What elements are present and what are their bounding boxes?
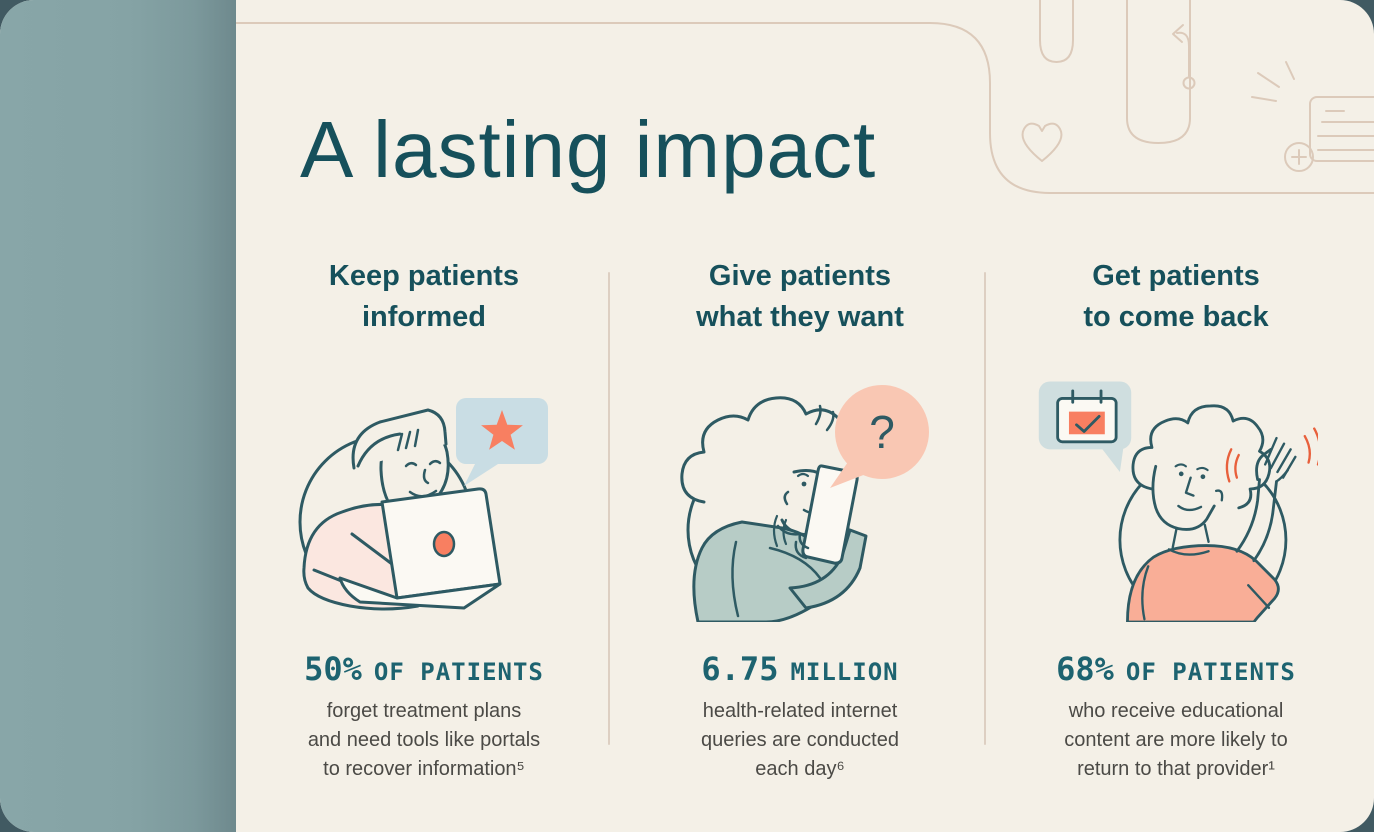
column-heading: Get patients to come back	[1083, 260, 1269, 333]
eyebrows	[1174, 463, 1209, 472]
stat-line: 6.75 MILLION	[701, 650, 898, 688]
sparkle-burst-icon	[1251, 61, 1295, 102]
stethoscope-chestpiece-icon	[1182, 76, 1196, 90]
arm	[788, 528, 868, 610]
arrow-up-icon	[1172, 24, 1190, 77]
eye	[801, 481, 807, 487]
stat-description: health-related internet queries are cond…	[701, 700, 899, 780]
hand	[794, 532, 810, 560]
plus-glyph	[1291, 149, 1307, 165]
collar	[1167, 548, 1210, 556]
stat-description: forget treatment plans and need tools li…	[307, 700, 541, 780]
laptop-logo-dot	[432, 530, 456, 558]
person-smiling-at-laptop-illustration	[298, 398, 548, 611]
stat-value: 68%	[1056, 650, 1114, 688]
person-searching-on-phone-illustration: ?	[680, 385, 929, 622]
column-divider	[984, 272, 986, 745]
page-title: A lasting impact	[300, 104, 877, 194]
nose	[422, 468, 430, 485]
neck	[1171, 523, 1210, 549]
checkmark-icon	[1074, 414, 1101, 433]
column-heading: Give patients what they want	[696, 260, 904, 333]
column-heading: Keep patients informed	[328, 260, 520, 333]
heart-icon	[1021, 122, 1063, 162]
fingers	[1263, 436, 1297, 479]
question-mark-speech-bubble: ?	[830, 385, 929, 488]
calendar-highlight	[1068, 411, 1105, 435]
star-icon	[481, 410, 523, 450]
stat-line: 50% OF PATIENTS	[304, 650, 544, 688]
ear	[1214, 489, 1223, 502]
waving-motion-lines	[1225, 427, 1318, 483]
stethoscope-tube-large-icon	[1126, 0, 1191, 144]
closed-eyes	[404, 460, 442, 468]
palm	[1254, 447, 1272, 481]
stat-columns: Keep patients informed	[236, 246, 1364, 786]
bubble-tail	[830, 462, 866, 488]
smile	[1176, 504, 1202, 512]
collar	[776, 524, 802, 536]
bubble-tail	[1100, 445, 1124, 473]
illustration-person-waving	[1035, 372, 1318, 622]
nose	[1184, 476, 1195, 497]
column-divider	[608, 272, 610, 745]
calendar-pins	[1070, 389, 1102, 404]
laptop-base	[338, 576, 502, 610]
plus-circle-icon	[1284, 142, 1314, 172]
arm-inner	[1234, 478, 1261, 553]
illustration-person-on-phone: ?	[670, 372, 930, 622]
medical-document-icon	[1309, 96, 1374, 162]
stat-label: MILLION	[790, 658, 899, 686]
bubble-tail	[464, 462, 498, 486]
salmon-shirt	[1125, 544, 1280, 622]
document-text-lines	[1317, 110, 1374, 151]
column-keep-patients-informed: Keep patients informed	[236, 246, 612, 786]
column-get-patients-to-come-back: Get patients to come back	[988, 246, 1364, 786]
question-mark: ?	[869, 406, 895, 458]
ear	[783, 490, 790, 506]
face	[1151, 464, 1216, 531]
motion-arcs	[772, 514, 788, 548]
sidebar-panel	[0, 0, 236, 832]
stat-line: 68% OF PATIENTS	[1056, 650, 1296, 688]
content-panel: A lasting impact Keep patients informed	[236, 0, 1374, 832]
eye	[1200, 474, 1205, 480]
illustration-person-at-laptop	[294, 372, 554, 622]
star-review-speech-bubble	[456, 398, 548, 486]
stat-label: OF PATIENTS	[1125, 658, 1296, 686]
stethoscope-tube-small-icon	[1039, 0, 1074, 63]
stat-value: 6.75	[701, 650, 779, 688]
stat-label: OF PATIENTS	[373, 658, 544, 686]
person-waving-hello-illustration	[1038, 381, 1318, 622]
column-give-patients-what-they-want: Give patients what they want	[612, 246, 988, 786]
stat-value: 50%	[304, 650, 362, 688]
arm-outer	[1251, 480, 1278, 563]
stat-description: who receive educational content are more…	[1064, 700, 1288, 780]
eye	[1178, 471, 1184, 477]
calendar-reminder-speech-bubble	[1038, 381, 1131, 473]
